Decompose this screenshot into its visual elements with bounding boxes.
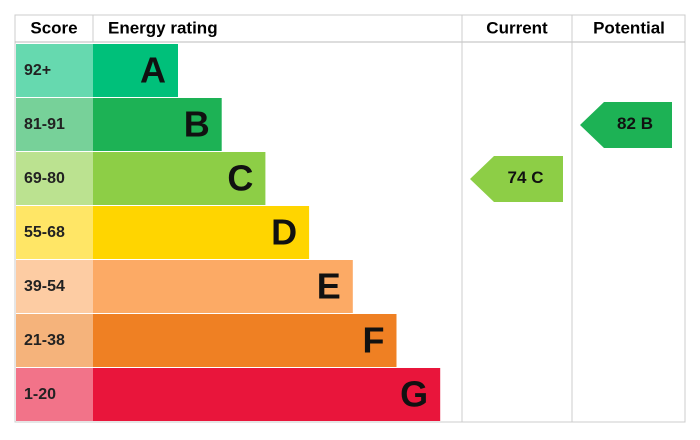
rating-letter: B [184, 104, 210, 145]
score-label: 39-54 [24, 278, 65, 295]
score-cell [16, 206, 93, 259]
rating-letter: G [400, 374, 428, 415]
potential-rating: B [641, 114, 653, 133]
score-label: 55-68 [24, 224, 65, 241]
current-label: 74 C [508, 168, 544, 187]
score-label: 92+ [24, 62, 51, 79]
rating-bar [93, 44, 178, 97]
rating-bar [93, 98, 222, 151]
score-label: 21-38 [24, 332, 65, 349]
current-rating: C [531, 168, 543, 187]
rating-letter: C [227, 158, 253, 199]
rating-letter: D [271, 212, 297, 253]
header: Energy rating [108, 18, 218, 37]
rating-bar [93, 206, 310, 259]
rating-bar [93, 152, 266, 205]
current-arrow [470, 156, 563, 202]
score-label: 1-20 [24, 386, 56, 403]
score-label: 69-80 [24, 170, 65, 187]
score-cell [16, 368, 93, 421]
score-cell [16, 260, 93, 313]
potential-label: 82 B [617, 114, 653, 133]
potential-value: 82 [617, 114, 636, 133]
frame [14, 14, 686, 423]
rating-bar [93, 314, 397, 367]
rating-letter: F [363, 320, 385, 361]
rating-letter: E [317, 266, 341, 307]
potential-arrow [580, 102, 672, 148]
current-value: 74 [508, 168, 527, 187]
score-label: 81-91 [24, 116, 65, 133]
header: Current [486, 18, 548, 37]
rating-bar [93, 260, 353, 313]
rating-letter: A [140, 50, 166, 91]
score-cell [16, 152, 93, 205]
score-cell [16, 98, 93, 151]
header: Potential [593, 18, 665, 37]
header: Score [30, 18, 77, 37]
rating-bar [93, 368, 441, 421]
score-cell [16, 44, 93, 97]
score-cell [16, 314, 93, 367]
